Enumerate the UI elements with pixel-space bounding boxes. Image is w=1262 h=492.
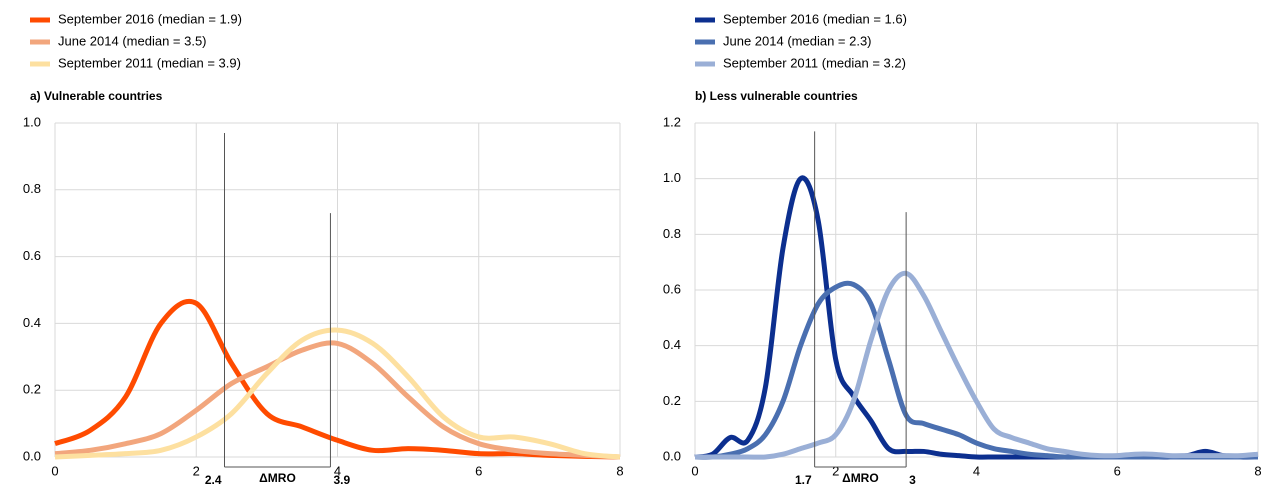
x-tick-label: 8 <box>1254 463 1261 478</box>
density-line <box>54 298 621 460</box>
x-tick-label: 0 <box>691 463 698 478</box>
y-tick-label: 0.6 <box>663 281 681 296</box>
annotation-label: ΔMRO <box>842 471 879 485</box>
y-tick-label: 1.2 <box>663 114 681 129</box>
y-tick-label: 0.0 <box>23 448 41 463</box>
chart-title: b) Less vulnerable countries <box>695 89 858 103</box>
legend-label: September 2011 (median = 3.9) <box>58 55 241 70</box>
legend-label: June 2014 (median = 2.3) <box>723 33 872 48</box>
annotation-value: 1.7 <box>795 473 812 487</box>
x-tick-label: 8 <box>616 463 623 478</box>
density-line <box>54 340 621 460</box>
chart-title: a) Vulnerable countries <box>30 89 163 103</box>
y-tick-label: 0.8 <box>663 226 681 241</box>
x-tick-label: 4 <box>973 463 980 478</box>
y-tick-label: 0.2 <box>663 393 681 408</box>
legend-label: September 2016 (median = 1.6) <box>723 11 907 26</box>
annotation-value: 2.4 <box>205 473 222 487</box>
x-tick-label: 0 <box>51 463 58 478</box>
annotation-value: 3 <box>909 473 916 487</box>
y-tick-label: 1.0 <box>663 170 681 185</box>
density-line <box>54 327 621 460</box>
y-tick-label: 0.4 <box>663 337 681 352</box>
legend-label: June 2014 (median = 3.5) <box>58 33 207 48</box>
y-tick-label: 0.4 <box>23 315 41 330</box>
annotation-label: ΔMRO <box>259 471 296 485</box>
annotation-value: 3.9 <box>333 473 350 487</box>
density-line <box>694 270 1259 460</box>
y-tick-label: 1.0 <box>23 114 41 129</box>
x-tick-label: 4 <box>334 463 341 478</box>
x-tick-label: 6 <box>475 463 482 478</box>
legend-label: September 2011 (median = 3.2) <box>723 55 906 70</box>
y-tick-label: 0.6 <box>23 248 41 263</box>
legend-label: September 2016 (median = 1.9) <box>58 11 242 26</box>
y-tick-label: 0.2 <box>23 382 41 397</box>
x-tick-label: 2 <box>193 463 200 478</box>
y-tick-label: 0.8 <box>23 181 41 196</box>
y-tick-label: 0.0 <box>663 448 681 463</box>
x-tick-label: 6 <box>1114 463 1121 478</box>
x-tick-label: 2 <box>832 463 839 478</box>
